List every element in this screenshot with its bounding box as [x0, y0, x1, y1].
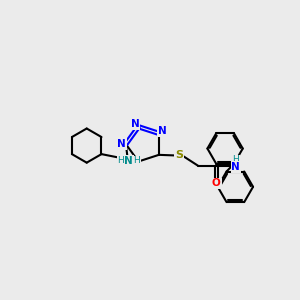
Text: N: N — [231, 162, 240, 172]
Text: N: N — [130, 119, 139, 129]
Text: N: N — [117, 139, 126, 149]
Text: H: H — [134, 156, 140, 165]
Text: O: O — [212, 178, 221, 188]
Text: N: N — [158, 126, 167, 136]
Text: H: H — [118, 156, 124, 165]
Text: H: H — [232, 155, 239, 164]
Text: N: N — [124, 156, 133, 166]
Text: S: S — [175, 150, 183, 161]
